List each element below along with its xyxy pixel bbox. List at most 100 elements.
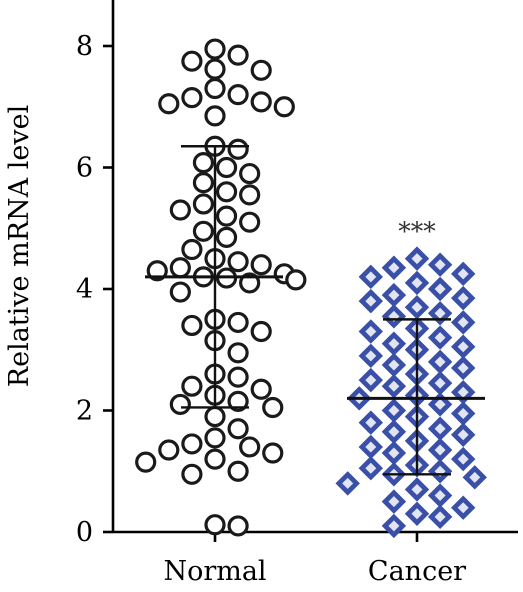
normal-point — [215, 205, 238, 227]
cancer-point-inner — [365, 326, 377, 338]
cancer-point-inner — [434, 511, 446, 523]
normal-point — [262, 442, 284, 464]
normal-point — [227, 366, 249, 388]
normal-point — [181, 87, 203, 109]
cancer-point-inner — [365, 374, 377, 386]
normal-point — [204, 427, 226, 449]
normal-point — [204, 58, 226, 80]
cancer-point-inner — [434, 377, 446, 389]
normal-point — [250, 59, 272, 81]
cancer-point-inner — [365, 417, 377, 429]
normal-point — [227, 83, 249, 106]
cancer-point-inner — [434, 490, 446, 502]
cancer-point-inner — [365, 350, 377, 362]
normal-point — [227, 44, 249, 66]
normal-point — [239, 211, 261, 233]
y-tick-label: 8 — [76, 31, 93, 62]
normal-point — [239, 272, 261, 294]
cancer-point-inner — [434, 444, 446, 456]
cancer-point-inner — [411, 508, 423, 520]
normal-point — [192, 152, 215, 174]
y-axis-ticks: 0 2 4 6 8 — [76, 31, 113, 548]
cancer-point-inner — [411, 277, 423, 289]
normal-point — [215, 181, 238, 203]
y-tick-label: 4 — [76, 274, 93, 305]
y-tick-label: 2 — [76, 396, 93, 427]
normal-point — [181, 375, 203, 397]
normal-point — [204, 405, 226, 428]
cancer-point-inner — [434, 356, 446, 368]
normal-point — [285, 269, 307, 291]
normal-point — [227, 251, 249, 273]
normal-point — [158, 93, 180, 115]
cancer-point-inner — [388, 289, 400, 301]
data-points — [135, 38, 487, 539]
cancer-point-inner — [411, 301, 423, 313]
normal-point — [250, 91, 272, 113]
cancer-point-inner — [457, 341, 469, 353]
cancer-point-inner — [388, 520, 400, 532]
cancer-point-inner — [365, 462, 377, 474]
normal-point — [204, 77, 226, 100]
normal-point — [250, 320, 272, 343]
cancer-point-inner — [388, 496, 400, 508]
normal-point — [158, 439, 180, 461]
cancer-point-inner — [342, 477, 354, 489]
normal-point — [273, 96, 295, 118]
normal-point — [169, 257, 191, 279]
normal-point — [215, 156, 238, 179]
normal-point — [181, 50, 203, 72]
cancer-point-inner — [457, 408, 469, 420]
normal-point — [227, 138, 249, 160]
normal-point — [227, 515, 249, 537]
cancer-point-inner — [365, 271, 377, 283]
normal-point — [204, 38, 226, 60]
normal-point — [204, 514, 226, 536]
normal-point — [227, 311, 249, 334]
significance-label: *** — [398, 217, 436, 246]
cancer-point-inner — [388, 380, 400, 392]
cancer-point-inner — [457, 268, 469, 280]
cancer-point-inner — [388, 426, 400, 438]
normal-point — [227, 390, 249, 412]
cancer-point-inner — [388, 359, 400, 371]
normal-point — [239, 184, 261, 206]
cancer-point-inner — [457, 429, 469, 441]
cancer-point-inner — [411, 483, 423, 495]
normal-point — [204, 448, 226, 470]
cancer-point-inner — [457, 362, 469, 374]
cancer-point-inner — [457, 292, 469, 304]
x-axis-ticks: Normal Cancer — [163, 532, 466, 587]
normal-point — [192, 172, 215, 194]
normal-point — [181, 238, 203, 261]
normal-point — [250, 254, 272, 276]
normal-point — [146, 260, 168, 282]
x-tick-label-normal: Normal — [163, 556, 266, 587]
cancer-point-inner — [457, 386, 469, 398]
normal-point — [192, 220, 215, 242]
cancer-point-inner — [365, 295, 377, 307]
normal-point — [239, 162, 261, 185]
cancer-point-inner — [434, 259, 446, 271]
cancer-point-inner — [388, 447, 400, 459]
cancer-point-inner — [434, 332, 446, 344]
error-bars — [145, 145, 485, 476]
cancer-point-inner — [411, 253, 423, 265]
normal-point — [169, 393, 191, 416]
cancer-point-inner — [365, 441, 377, 453]
cancer-point-inner — [457, 453, 469, 465]
normal-point — [135, 451, 157, 473]
cancer-point-inner — [388, 338, 400, 350]
cancer-point-inner — [434, 283, 446, 295]
normal-point — [169, 199, 191, 221]
normal-point — [181, 463, 203, 485]
normal-point — [169, 281, 191, 303]
y-tick-label: 6 — [76, 153, 93, 184]
x-tick-label-cancer: Cancer — [368, 556, 466, 587]
y-tick-label: 0 — [76, 517, 93, 548]
cancer-point-inner — [434, 423, 446, 435]
normal-point — [262, 396, 284, 419]
cancer-point-inner — [434, 307, 446, 319]
normal-point — [181, 314, 203, 337]
